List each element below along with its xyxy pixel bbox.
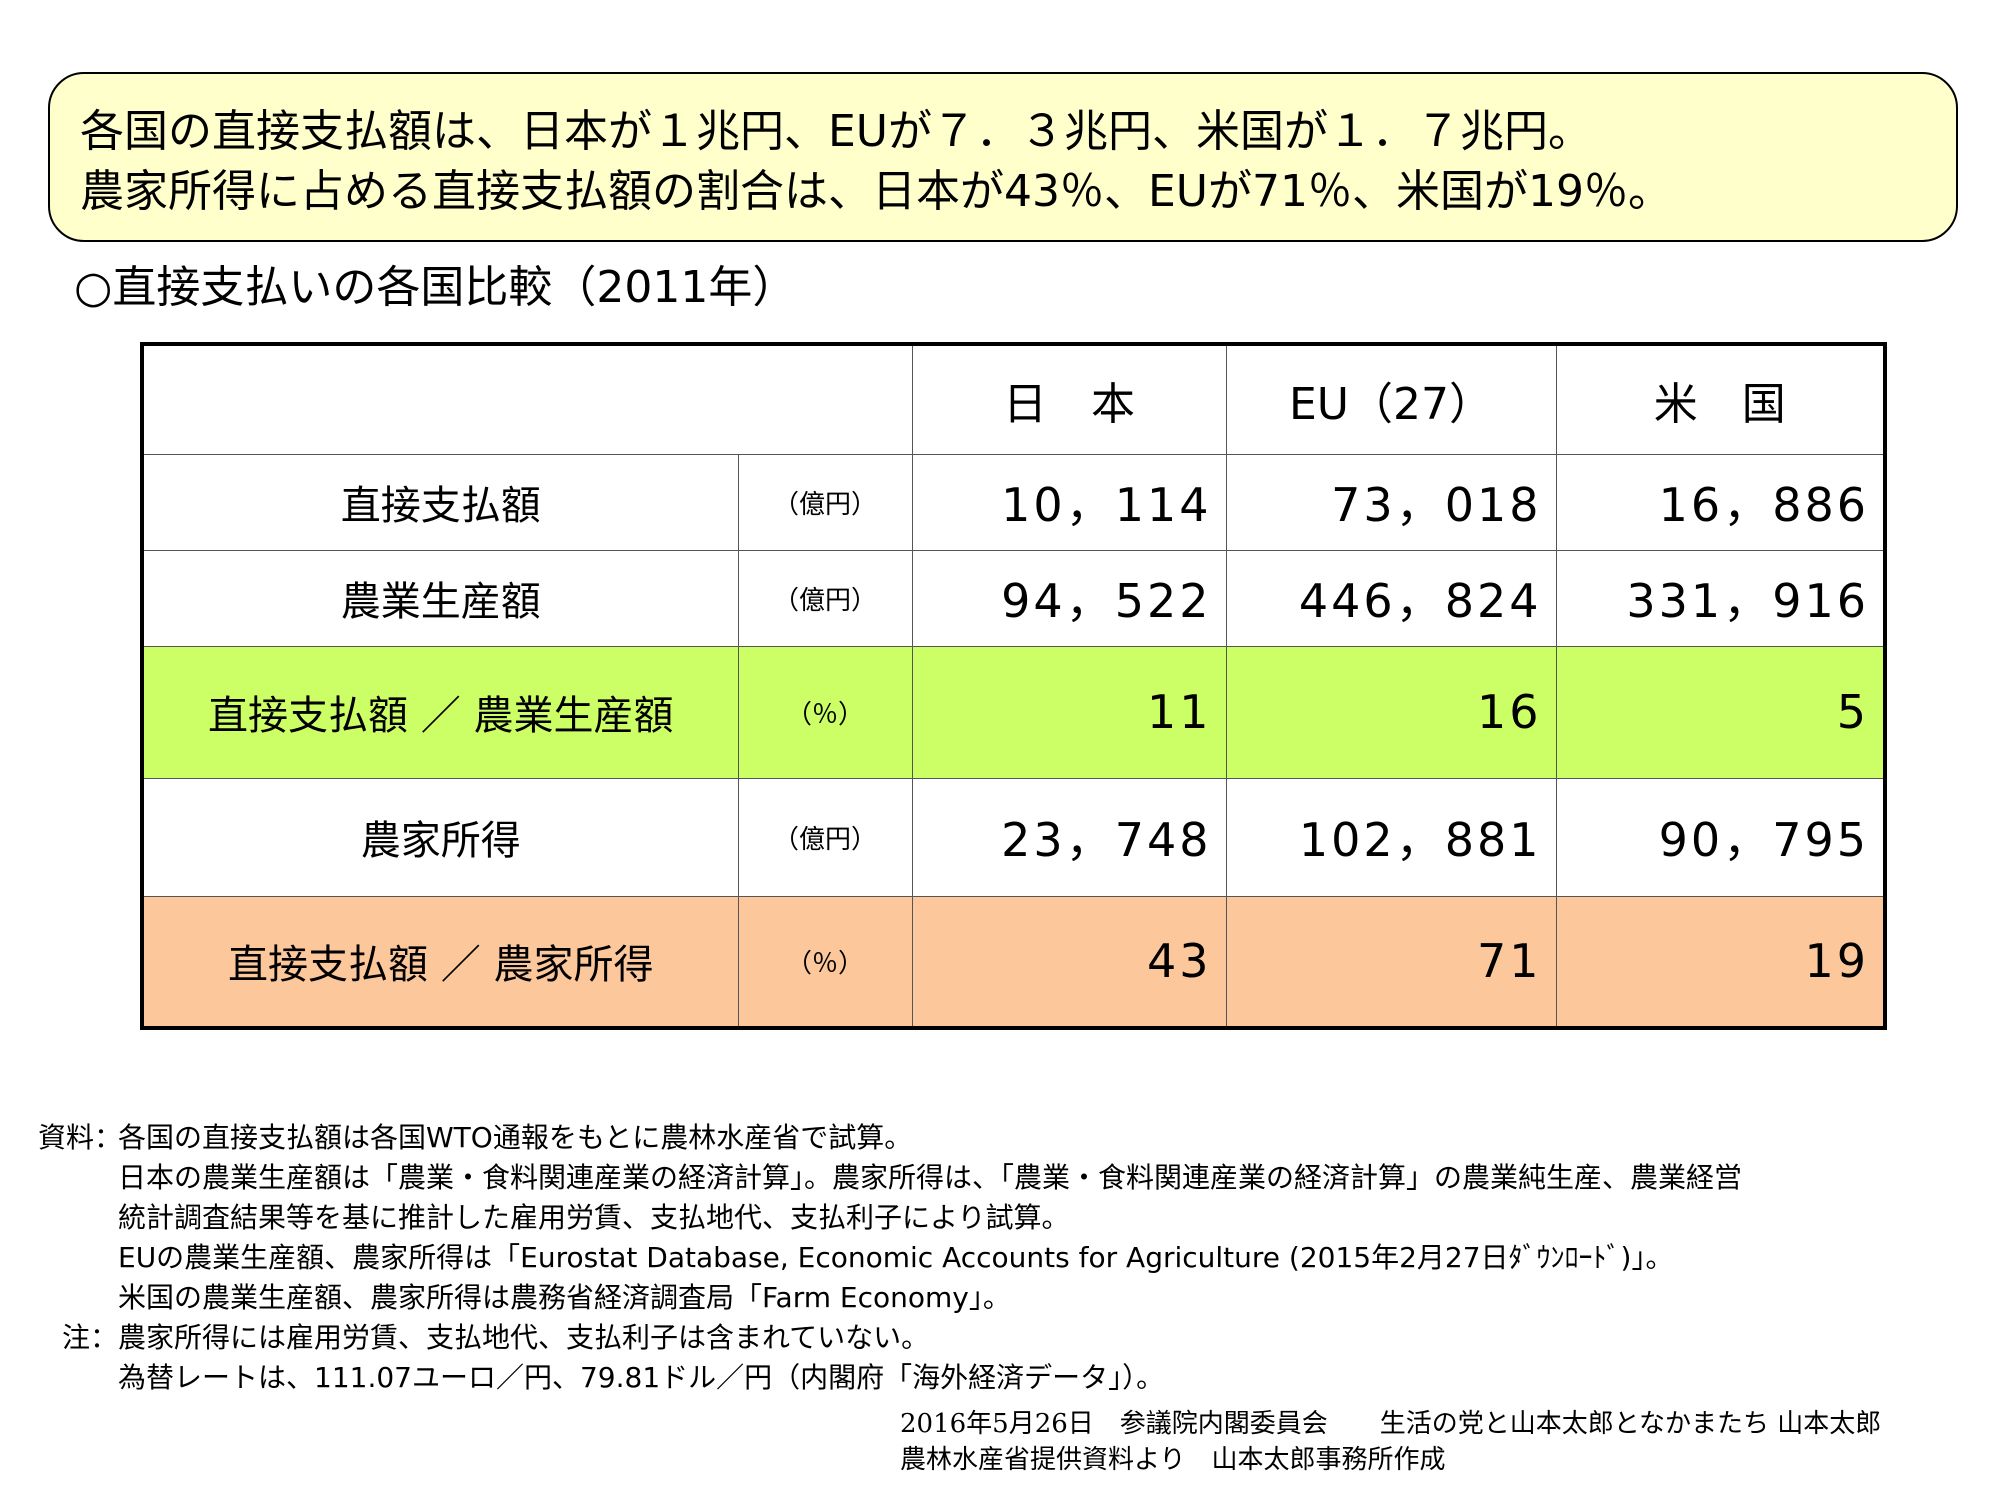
header-eu: EU（27） [1225, 343, 1557, 455]
comparison-table: 日 本 EU（27） 米 国 直接支払額 （億円） 10，114 73，018 … [140, 342, 1887, 1030]
row-unit: （億円） [737, 777, 913, 897]
source-line: EUの農業生産額、農家所得は「Eurostat Database, Econom… [118, 1241, 1674, 1274]
value-us: 5 [1555, 645, 1886, 779]
credits: 2016年5月26日 参議院内閣委員会 生活の党と山本太郎となかまたち 山本太郎… [900, 1406, 1881, 1478]
value-japan: 94，522 [911, 549, 1227, 647]
source-line: 日本の農業生産額は「農業・食料関連産業の経済計算」。農家所得は、「農業・食料関連… [118, 1161, 1743, 1194]
value-us: 19 [1555, 895, 1886, 1029]
row-label: 直接支払額 ／ 農家所得 [141, 895, 739, 1029]
table-header-row: 日 本 EU（27） 米 国 [141, 343, 1886, 455]
value-us: 16，886 [1555, 453, 1886, 551]
note-line: 為替レートは、111.07ユーロ／円、79.81ドル／円（内閣府「海外経済データ… [118, 1361, 1165, 1394]
value-eu: 446，824 [1225, 549, 1557, 647]
source-line: 統計調査結果等を基に推計した雇用労賃、支払地代、支払利子により試算。 [118, 1201, 1070, 1234]
value-eu: 71 [1225, 895, 1557, 1029]
value-japan: 11 [911, 645, 1227, 779]
value-japan: 10，114 [911, 453, 1227, 551]
row-label: 直接支払額 ／ 農業生産額 [141, 645, 739, 779]
note-heading: 注： [61, 1321, 118, 1354]
header-us: 米 国 [1555, 343, 1886, 455]
row-unit: （億円） [737, 453, 913, 551]
value-eu: 102，881 [1225, 777, 1557, 897]
row-label: 直接支払額 [141, 453, 739, 551]
summary-line-2: 農家所得に占める直接支払額の割合は、日本が43％、EUが71％、米国が19％。 [80, 166, 1672, 217]
header-japan: 日 本 [911, 343, 1227, 455]
note-line: 農家所得には雇用労賃、支払地代、支払利子は含まれていない。 [118, 1321, 930, 1354]
value-japan: 23，748 [911, 777, 1227, 897]
notes-section: 資料：各国の直接支払額は各国WTO通報をもとに農林水産省で試算。 日本の農業生産… [38, 1118, 1742, 1398]
value-eu: 16 [1225, 645, 1557, 779]
value-japan: 43 [911, 895, 1227, 1029]
table-row: 農家所得 （億円） 23，748 102，881 90，795 [141, 777, 1886, 897]
row-unit: （％） [737, 895, 913, 1029]
table-row-highlight-orange: 直接支払額 ／ 農家所得 （％） 43 71 19 [141, 895, 1886, 1029]
summary-box: 各国の直接支払額は、日本が１兆円、EUが７．３兆円、米国が１．７兆円。 農家所得… [48, 72, 1958, 242]
row-label: 農家所得 [141, 777, 739, 897]
section-title: ○直接支払いの各国比較（2011年） [74, 262, 797, 313]
table-row: 直接支払額 （億円） 10，114 73，018 16，886 [141, 453, 1886, 551]
source-line: 各国の直接支払額は各国WTO通報をもとに農林水産省で試算。 [118, 1121, 913, 1154]
table-row: 農業生産額 （億円） 94，522 446，824 331，916 [141, 549, 1886, 647]
value-eu: 73，018 [1225, 453, 1557, 551]
row-label: 農業生産額 [141, 549, 739, 647]
table-row-highlight-green: 直接支払額 ／ 農業生産額 （％） 11 16 5 [141, 645, 1886, 779]
source-line: 米国の農業生産額、農家所得は農務省経済調査局「Farm Economy」。 [118, 1281, 1011, 1314]
summary-line-1: 各国の直接支払額は、日本が１兆円、EUが７．３兆円、米国が１．７兆円。 [80, 106, 1593, 157]
value-us: 331，916 [1555, 549, 1886, 647]
value-us: 90，795 [1555, 777, 1886, 897]
row-unit: （％） [737, 645, 913, 779]
header-empty-cell [141, 343, 913, 455]
credit-line-1: 2016年5月26日 参議院内閣委員会 生活の党と山本太郎となかまたち 山本太郎 [900, 1409, 1882, 1439]
row-unit: （億円） [737, 549, 913, 647]
source-heading: 資料： [38, 1121, 123, 1154]
credit-line-2: 農林水産省提供資料より 山本太郎事務所作成 [900, 1445, 1446, 1475]
